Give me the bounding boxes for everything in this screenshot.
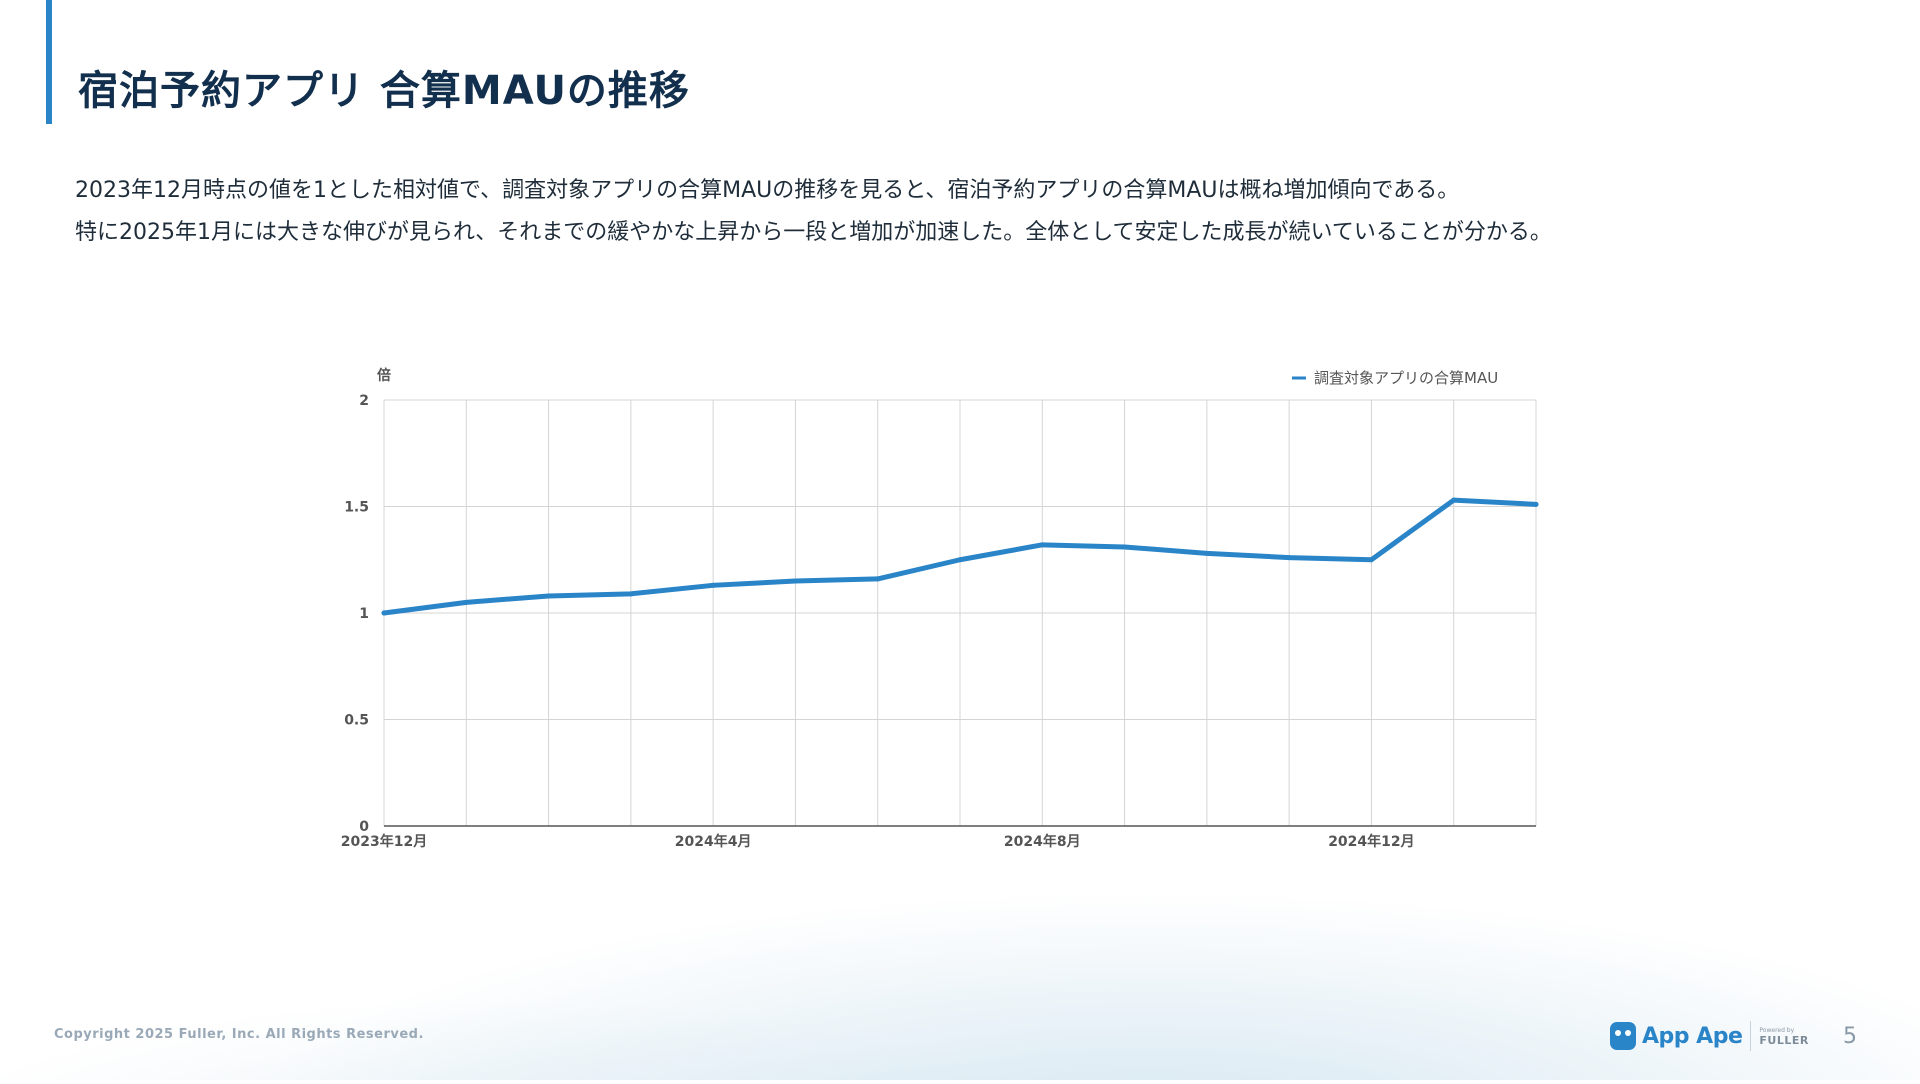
data-point: [710, 582, 716, 588]
data-point: [381, 610, 387, 616]
description-line-2: 特に2025年1月には大きな伸びが見られ、それまでの緩やかな上昇から一段と増加が…: [75, 220, 1552, 245]
data-point: [1039, 542, 1045, 548]
brand-name: App Ape: [1642, 1023, 1743, 1049]
y-tick-label: 1: [359, 606, 369, 622]
powered-by-text: Powered by: [1759, 1027, 1795, 1034]
y-tick-label: 2: [359, 393, 369, 409]
x-tick-label: 2023年12月: [341, 833, 427, 850]
copyright-text: Copyright 2025 Fuller, Inc. All Rights R…: [54, 1027, 424, 1042]
data-point: [628, 591, 634, 597]
y-tick-label: 1.5: [344, 500, 369, 516]
data-point: [1368, 557, 1374, 563]
app-ape-logo: App Ape Powered by FULLER: [1610, 1016, 1809, 1056]
data-point: [546, 593, 552, 599]
x-tick-label: 2024年8月: [1004, 833, 1081, 850]
data-point: [1451, 497, 1457, 503]
data-point: [1286, 555, 1292, 561]
title-accent-bar: [46, 0, 52, 124]
logo-divider: [1750, 1021, 1752, 1051]
x-tick-label: 2024年4月: [675, 833, 752, 850]
data-point: [1204, 550, 1210, 556]
data-point: [875, 576, 881, 582]
y-tick-label: 0: [359, 819, 369, 835]
data-point: [792, 578, 798, 584]
page-title: 宿泊予約アプリ 合算MAUの推移: [78, 68, 690, 114]
legend-label: 調査対象アプリの合算MAU: [1314, 369, 1498, 387]
ape-icon: [1610, 1022, 1636, 1050]
x-tick-label: 2024年12月: [1328, 833, 1414, 850]
page-number: 5: [1843, 1024, 1857, 1049]
data-point: [1122, 544, 1128, 550]
description: 2023年12月時点の値を1とした相対値で、調査対象アプリの合算MAUの推移を見…: [75, 170, 1835, 254]
data-point: [463, 599, 469, 605]
fuller-logo-text: FULLER: [1759, 1034, 1809, 1047]
data-point: [1533, 501, 1539, 507]
data-point: [957, 557, 963, 563]
y-axis-unit-label: 倍: [377, 367, 391, 384]
y-tick-label: 0.5: [344, 713, 369, 729]
powered-by-block: Powered by FULLER: [1759, 1026, 1808, 1046]
description-line-1: 2023年12月時点の値を1とした相対値で、調査対象アプリの合算MAUの推移を見…: [75, 178, 1460, 203]
